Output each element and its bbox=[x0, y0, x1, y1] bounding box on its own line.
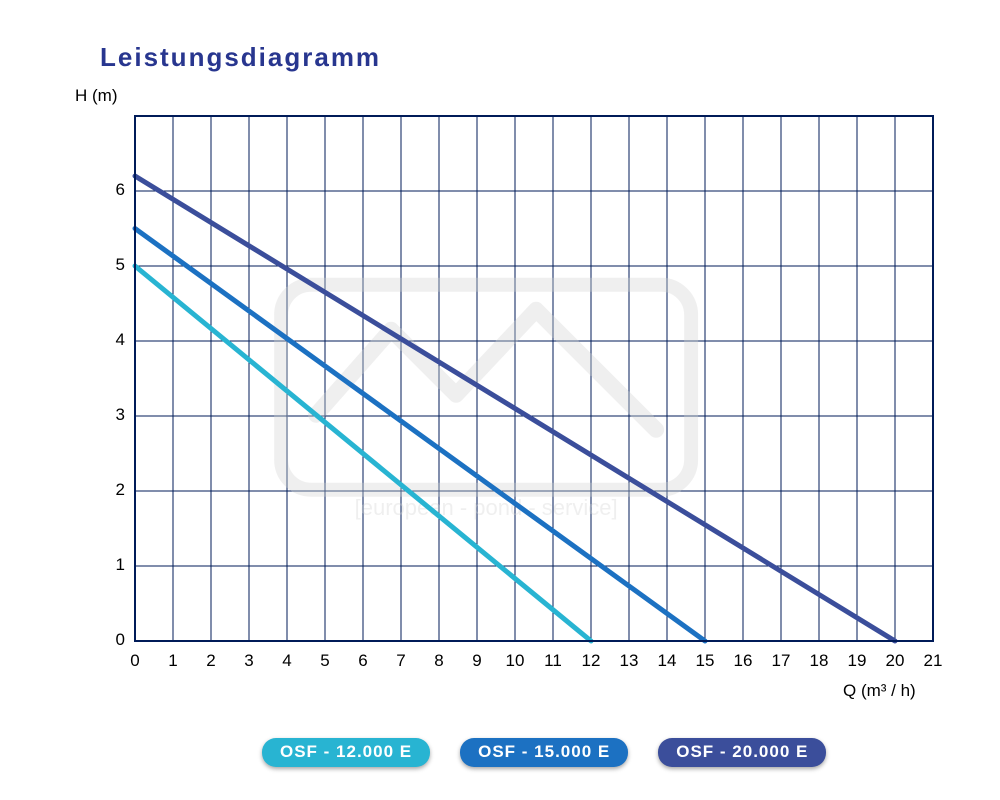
y-tick: 5 bbox=[99, 255, 125, 275]
y-tick: 3 bbox=[99, 405, 125, 425]
legend-pill: OSF - 15.000 E bbox=[460, 738, 628, 767]
x-tick: 1 bbox=[159, 651, 187, 671]
x-tick: 20 bbox=[881, 651, 909, 671]
x-tick: 4 bbox=[273, 651, 301, 671]
legend-pill: OSF - 12.000 E bbox=[262, 738, 430, 767]
x-tick: 15 bbox=[691, 651, 719, 671]
x-tick: 19 bbox=[843, 651, 871, 671]
y-tick: 4 bbox=[99, 330, 125, 350]
x-tick: 7 bbox=[387, 651, 415, 671]
y-tick: 2 bbox=[99, 480, 125, 500]
svg-text:[european - pond - service]: [european - pond - service] bbox=[355, 495, 618, 520]
performance-chart: [european - pond - service] bbox=[0, 0, 1000, 800]
x-tick: 10 bbox=[501, 651, 529, 671]
x-tick: 8 bbox=[425, 651, 453, 671]
x-tick: 5 bbox=[311, 651, 339, 671]
x-tick: 6 bbox=[349, 651, 377, 671]
legend-pill: OSF - 20.000 E bbox=[658, 738, 826, 767]
x-tick: 2 bbox=[197, 651, 225, 671]
x-tick: 11 bbox=[539, 651, 567, 671]
x-tick: 14 bbox=[653, 651, 681, 671]
page-root: Leistungsdiagramm H (m) Q (m³ / h) [euro… bbox=[0, 0, 1000, 800]
y-tick: 6 bbox=[99, 180, 125, 200]
x-tick: 17 bbox=[767, 651, 795, 671]
legend-row: OSF - 12.000 E OSF - 15.000 E OSF - 20.000… bbox=[262, 738, 826, 767]
y-tick: 1 bbox=[99, 555, 125, 575]
x-tick: 16 bbox=[729, 651, 757, 671]
x-tick: 21 bbox=[919, 651, 947, 671]
x-tick: 0 bbox=[121, 651, 149, 671]
x-tick: 12 bbox=[577, 651, 605, 671]
x-tick: 13 bbox=[615, 651, 643, 671]
x-tick: 18 bbox=[805, 651, 833, 671]
x-tick: 3 bbox=[235, 651, 263, 671]
y-tick: 0 bbox=[99, 630, 125, 650]
x-tick: 9 bbox=[463, 651, 491, 671]
